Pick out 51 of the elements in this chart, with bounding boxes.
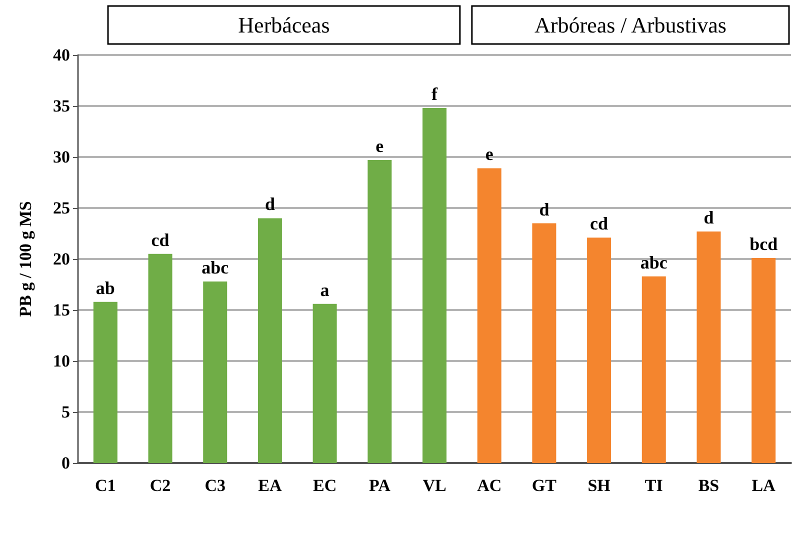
- text: Arbóreas / Arbustivas: [534, 12, 726, 38]
- y-tick-label: 5: [62, 402, 70, 422]
- x-tick-label: PA: [368, 476, 392, 495]
- bar: [312, 304, 337, 463]
- data-label: d: [264, 194, 275, 214]
- x-tick-label: C1: [95, 476, 116, 495]
- x-tick-label: AC: [477, 476, 502, 495]
- bar: [587, 238, 612, 463]
- bar: [93, 302, 118, 463]
- data-label: abc: [202, 257, 229, 278]
- data-label: cd: [590, 214, 608, 234]
- x-tick-label: EA: [258, 476, 282, 495]
- bar: [696, 231, 721, 463]
- data-label: e: [376, 136, 384, 156]
- bar: [752, 258, 776, 463]
- y-tick-label: 40: [53, 46, 70, 64]
- y-tick-label: 35: [53, 96, 70, 116]
- y-tick-label: 0: [62, 454, 70, 472]
- bar: [203, 281, 228, 463]
- data-label: a: [320, 280, 330, 300]
- y-axis-title: PB g / 100 g MS: [16, 201, 35, 317]
- data-label: d: [704, 207, 714, 228]
- bar: [477, 168, 502, 463]
- y-tick-label: 30: [53, 148, 70, 166]
- x-tick-label: LA: [752, 476, 776, 495]
- data-label: d: [539, 199, 550, 220]
- y-tick-label: 10: [53, 352, 70, 370]
- x-tick-label: VL: [422, 476, 446, 495]
- x-tick-label: C2: [150, 476, 171, 495]
- data-label: bcd: [750, 234, 778, 254]
- x-tick-label: C3: [204, 476, 226, 495]
- x-tick-label: BS: [698, 476, 720, 495]
- x-tick-label: EC: [312, 476, 337, 495]
- data-label: e: [485, 144, 494, 164]
- bar: [422, 108, 446, 463]
- bar: [148, 254, 172, 463]
- y-tick-label: 20: [53, 250, 70, 268]
- x-tick-label: TI: [644, 476, 664, 495]
- data-label: f: [432, 84, 438, 104]
- y-tick-label: 25: [53, 198, 70, 218]
- bar: [368, 160, 392, 463]
- x-tick-label: GT: [532, 476, 558, 495]
- data-label: cd: [151, 230, 170, 250]
- data-label: ab: [96, 278, 115, 298]
- x-tick-label: SH: [588, 476, 610, 495]
- text: Herbáceas: [238, 12, 330, 38]
- data-label: abc: [640, 252, 668, 272]
- y-tick-label: 15: [53, 300, 70, 320]
- bar: [258, 218, 282, 463]
- bar: [532, 223, 556, 463]
- bar: [642, 276, 666, 463]
